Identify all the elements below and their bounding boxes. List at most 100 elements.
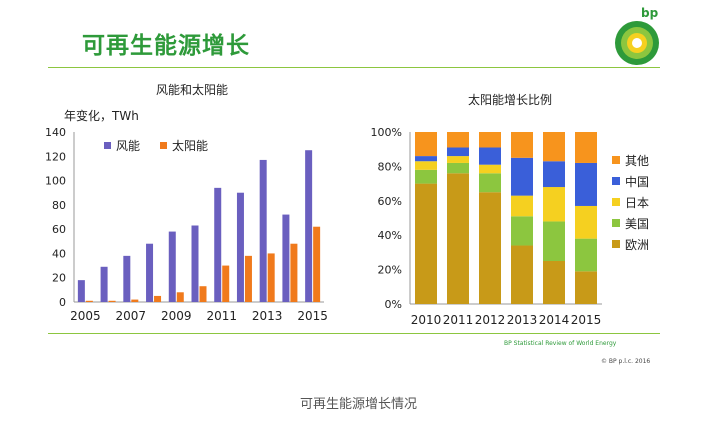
stack-segment-日本-2012 [479,164,501,174]
legend-label-日本: 日本 [625,196,649,210]
y-tick-label: 0% [385,298,402,311]
footer-copyright: © BP p.l.c. 2016 [601,358,651,365]
stack-segment-日本-2013 [511,195,533,217]
stack-segment-中国-2010 [415,156,437,162]
footer-divider [48,333,660,334]
stack-segment-欧洲-2011 [447,173,469,304]
bar-solar-2008 [154,295,162,302]
stack-segment-中国-2014 [543,161,565,188]
stack-segment-日本-2011 [447,156,469,163]
image-caption: 可再生能源增长情况 [299,397,417,412]
legend-label-美国: 美国 [625,217,649,231]
y-tick-label: 40 [52,247,66,260]
stack-segment-欧洲-2010 [415,183,437,304]
y-tick-label: 20 [52,272,66,285]
stack-segment-其他-2013 [511,132,533,158]
bar-wind-2010 [191,225,199,302]
bar-solar-2011 [222,265,230,302]
bp-brand-text: bp [641,6,659,20]
y-tick-label: 40% [378,229,402,242]
legend-label-wind: 风能 [116,139,140,153]
stack-segment-日本-2010 [415,161,437,170]
bar-solar-2012 [244,255,252,302]
x-tick-label: 2015 [297,309,328,323]
bar-solar-2007 [131,299,139,302]
stack-segment-其他-2012 [479,132,501,148]
legend-swatch-中国 [612,177,620,185]
stack-segment-中国-2012 [479,147,501,165]
legend-swatch-欧洲 [612,240,620,248]
stack-segment-美国-2014 [543,221,565,261]
bar-wind-2013 [259,159,267,302]
bar-wind-2009 [168,231,176,302]
bp-helios-logo-icon [615,21,659,65]
bar-solar-2015 [313,226,321,302]
y-tick-label: 60% [378,195,402,208]
legend-label-solar: 太阳能 [172,138,208,153]
chart-title: 太阳能增长比例 [468,92,552,107]
stack-segment-美国-2011 [447,162,469,174]
bar-wind-2008 [146,243,154,302]
stack-segment-欧洲-2012 [479,192,501,304]
legend-swatch-wind [104,142,111,149]
x-tick-label: 2011 [206,309,237,323]
legend-swatch-solar [160,142,167,149]
stack-segment-日本-2015 [575,205,597,239]
stack-segment-中国-2011 [447,147,469,157]
x-tick-label: 2009 [161,309,192,323]
y-tick-label: 100 [45,175,66,188]
bar-wind-2015 [305,150,313,302]
footer-source: BP Statistical Review of World Energy [504,340,617,347]
x-tick-label: 2007 [116,309,147,323]
stack-segment-日本-2014 [543,187,565,222]
x-tick-label: 2015 [571,313,602,326]
slide-title: 可再生能源增长 [82,33,250,59]
title-divider [48,67,660,68]
legend-swatch-美国 [612,219,620,227]
bar-wind-2007 [123,255,131,302]
stack-segment-其他-2014 [543,132,565,162]
bar-wind-2005 [77,280,85,302]
stack-segment-中国-2013 [511,157,533,196]
x-tick-label: 2010 [411,313,442,326]
stack-segment-欧洲-2015 [575,271,597,304]
stack-segment-欧洲-2013 [511,245,533,304]
x-tick-label: 2014 [539,313,570,326]
x-tick-label: 2011 [443,313,474,326]
y-tick-label: 20% [378,264,402,277]
stack-segment-其他-2011 [447,132,469,148]
legend-label-中国: 中国 [625,174,649,189]
legend-swatch-其他 [612,156,620,164]
bar-solar-2013 [267,253,275,302]
x-tick-label: 2005 [70,309,101,323]
stack-segment-中国-2015 [575,162,597,206]
bar-solar-2006 [108,300,116,302]
stack-segment-欧洲-2014 [543,261,565,304]
stack-segment-其他-2015 [575,132,597,163]
stack-segment-美国-2013 [511,216,533,246]
legend-swatch-日本 [612,198,620,206]
bar-solar-2009 [176,292,184,302]
x-tick-label: 2013 [252,309,283,323]
x-tick-label: 2012 [475,313,506,326]
bar-solar-2010 [199,286,207,302]
legend-label-其他: 其他 [625,154,649,168]
stack-segment-美国-2015 [575,238,597,272]
bar-solar-2005 [85,300,93,302]
stack-segment-其他-2010 [415,132,437,157]
bar-wind-2012 [236,192,244,302]
y-axis-label: 年变化，TWh [64,108,139,123]
stack-segment-美国-2012 [479,173,501,193]
chart-title: 风能和太阳能 [156,82,228,97]
y-tick-label: 100% [371,126,402,139]
legend-label-欧洲: 欧洲 [625,238,649,252]
bar-solar-2014 [290,243,298,302]
y-tick-label: 80% [378,160,402,173]
stack-segment-美国-2010 [415,169,437,184]
x-tick-label: 2013 [507,313,538,326]
y-tick-label: 140 [45,126,66,139]
y-tick-label: 80 [52,199,66,212]
helios-petals [615,21,659,65]
